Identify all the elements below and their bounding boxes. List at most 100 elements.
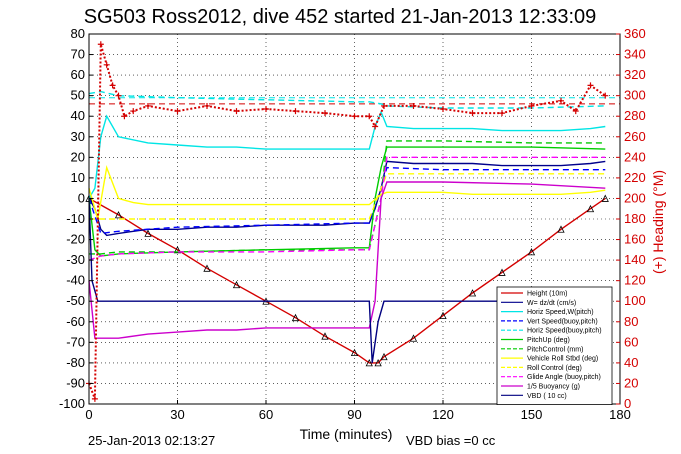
series-point (173, 245, 182, 254)
y-tick-label: -70 (66, 334, 85, 349)
y-right-tick-label: 180 (624, 211, 646, 226)
series-point (439, 311, 447, 320)
legend-entry: PitchControl (mm) (527, 346, 583, 353)
series-line (89, 173, 606, 220)
y-right-tick-label: 260 (624, 129, 646, 144)
series-point (410, 102, 417, 109)
series-line (88, 90, 606, 109)
series-point (601, 194, 609, 202)
y-right-tick-label: 320 (624, 67, 646, 82)
y-right-tick-label: 360 (624, 26, 646, 41)
x-axis-label: Time (minutes) (300, 426, 393, 442)
series-point (263, 106, 269, 113)
y-tick-label: -40 (66, 273, 85, 288)
series-line (89, 140, 606, 255)
x-axis: 0 30 60 90 120 150 180 (85, 400, 631, 422)
series-point (602, 92, 609, 99)
series-point (292, 108, 299, 115)
series-point (498, 268, 506, 276)
series-point (321, 332, 329, 340)
series-point (365, 358, 373, 367)
series-line (88, 110, 606, 199)
y-right-tick-label: 200 (624, 190, 646, 205)
series-point (380, 352, 388, 361)
legend-entry: VBD ( 10 cc) (527, 393, 567, 400)
series-line (88, 160, 606, 237)
y-tick-label: 20 (71, 149, 85, 164)
series-line (88, 164, 606, 220)
x-tick-label: 60 (259, 407, 273, 422)
series-point (557, 225, 565, 233)
legend-box (496, 286, 613, 405)
y-axis: -100-90-80-70-60-50-40-30-20-10010203040… (59, 26, 93, 411)
x-tick-label: 150 (521, 407, 543, 422)
series-point (469, 110, 476, 117)
y-right-tick-label: 240 (624, 149, 646, 164)
series-point (572, 108, 579, 115)
series-point (374, 358, 382, 367)
series-line (88, 156, 606, 261)
legend-entry: Height (10m) (527, 291, 567, 298)
y-right-tick-label: 340 (624, 47, 646, 62)
y-right-tick-label: 300 (624, 88, 646, 103)
series-point (174, 108, 181, 115)
x-tick-label: 0 (85, 407, 92, 422)
y-tick-label: -10 (66, 211, 85, 226)
legend-entry: Vert Speed(buoy,pitch) (527, 318, 598, 325)
y-right-tick-label: 60 (624, 334, 638, 349)
y-tick-label: 50 (71, 88, 85, 103)
y-right-tick-label: 280 (624, 108, 646, 123)
series-point (97, 41, 104, 48)
series-point (91, 395, 98, 402)
series-point (203, 264, 211, 272)
series-line (88, 146, 606, 257)
series-line (88, 44, 606, 400)
footer-vbd-bias: VBD bias =0 cc (406, 433, 496, 448)
series-point (103, 61, 110, 68)
series-point (586, 204, 595, 213)
y-tick-label: -90 (66, 375, 85, 390)
y-right-tick-label: 160 (624, 232, 646, 247)
series-point (527, 247, 536, 256)
series-point (233, 108, 240, 115)
y-tick-label: -80 (66, 355, 85, 370)
series-point (144, 229, 152, 237)
series-point (440, 106, 446, 113)
y-right-tick-label: 120 (624, 273, 646, 288)
series-point (372, 123, 379, 130)
series-point (587, 82, 594, 89)
y-tick-label: 30 (71, 129, 85, 144)
plot-area (85, 41, 620, 402)
y-right-tick-label: 220 (624, 170, 646, 185)
y-right-tick-label: 0 (624, 396, 631, 411)
legend-entry: PitchUp (deg) (527, 337, 570, 344)
y-tick-label: 60 (71, 67, 85, 82)
y-axis-right: 0 20 40 60 80 100 120 140 160 180 200 220 240 260 280 3… (616, 26, 646, 411)
x-tick-label: 30 (170, 407, 184, 422)
series-point (409, 334, 418, 342)
y-right-tick-label: 40 (624, 355, 638, 370)
y-right-tick-label: 20 (624, 375, 638, 390)
legend: Height (10m) W= dz/dt (cm/s) Horiz Speed,W… (496, 286, 613, 405)
y-tick-label: -30 (66, 252, 85, 267)
footer-timestamp: 25-Jan-2013 02:13:27 (88, 433, 215, 448)
legend-entry: Glide Angle (buoy,pitch) (527, 374, 601, 381)
x-tick-label: 180 (609, 407, 631, 422)
y-tick-label: -100 (59, 396, 85, 411)
series-point (351, 113, 358, 120)
series-line (88, 197, 606, 364)
x-tick-label: 90 (347, 407, 361, 422)
legend-entry: Roll Control (deg) (527, 365, 582, 372)
y-tick-label: -60 (66, 314, 85, 329)
series-line (88, 166, 606, 235)
series-point (381, 102, 387, 109)
y-tick-label: -20 (66, 232, 85, 247)
legend-entry: Vehicle Roll Stbd (deg) (527, 356, 598, 363)
y-axis-right-label: (+) Heading (°M) (650, 170, 666, 274)
y-tick-label: 40 (71, 108, 85, 123)
series-point (114, 210, 123, 219)
y-tick-label: 0 (78, 190, 85, 205)
series-point (291, 313, 300, 322)
legend-entry: Horiz Speed,W(pitch) (527, 309, 594, 316)
